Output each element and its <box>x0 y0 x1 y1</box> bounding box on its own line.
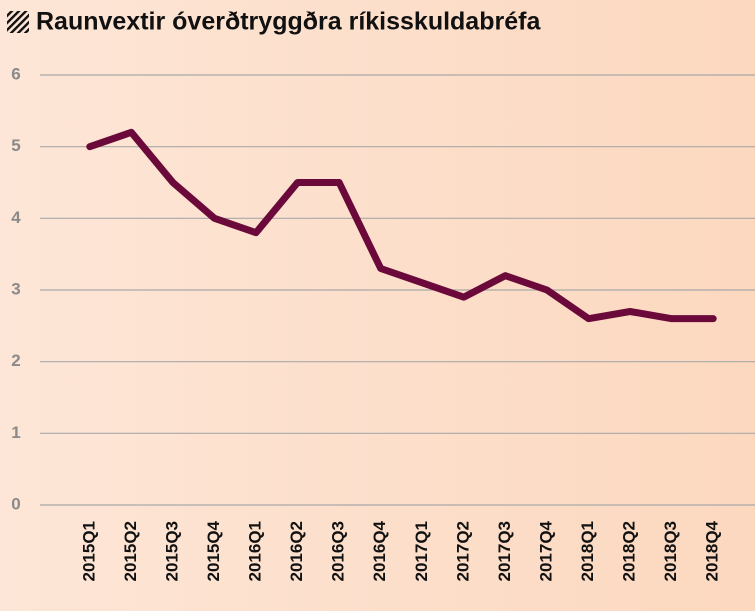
title-icon <box>7 11 29 33</box>
x-tick-label: 2017Q3 <box>495 521 514 582</box>
y-tick-label: 6 <box>11 64 20 83</box>
x-tick-label: 2018Q2 <box>620 521 639 582</box>
y-tick-label: 1 <box>11 423 20 442</box>
x-tick-label: 2016Q4 <box>370 520 389 581</box>
y-tick-label: 4 <box>11 208 21 227</box>
x-tick-label: 2017Q4 <box>536 520 555 581</box>
y-tick-label: 0 <box>11 494 20 513</box>
chart-title: Raunvextir óverðtryggðra ríkisskuldabréf… <box>36 8 541 36</box>
x-tick-label: 2018Q1 <box>578 521 597 582</box>
y-tick-label: 2 <box>11 351 20 370</box>
x-tick-label: 2015Q2 <box>121 521 140 582</box>
x-tick-label: 2018Q4 <box>703 520 722 581</box>
x-tick-label: 2016Q1 <box>246 521 265 582</box>
x-tick-label: 2015Q3 <box>162 521 181 582</box>
y-tick-label: 3 <box>11 279 20 298</box>
x-tick-label: 2015Q4 <box>204 520 223 581</box>
x-tick-label: 2016Q3 <box>329 521 348 582</box>
x-tick-label: 2017Q1 <box>412 521 431 582</box>
y-tick-label: 5 <box>11 136 20 155</box>
x-tick-label: 2017Q2 <box>453 521 472 582</box>
line <box>86 128 717 323</box>
x-tick-label: 2016Q2 <box>287 521 306 582</box>
x-tick-label: 2018Q3 <box>661 521 680 582</box>
x-tick-label: 2015Q1 <box>79 521 98 582</box>
